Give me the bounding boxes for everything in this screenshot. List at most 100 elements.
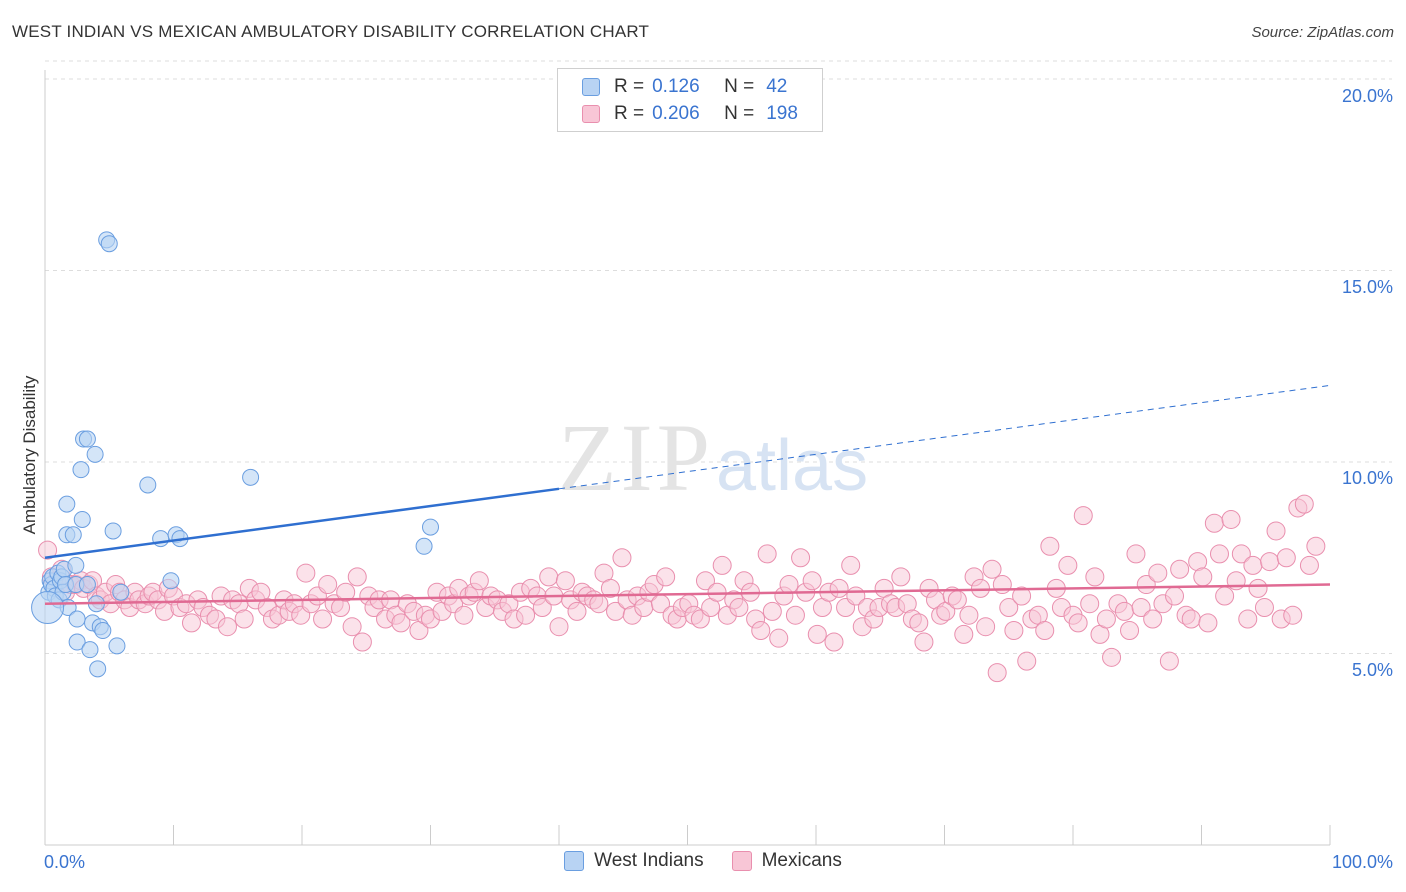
blue-swatch-icon	[564, 851, 585, 871]
mexicans-point	[342, 617, 362, 637]
mexicans-point	[549, 617, 569, 637]
mexicans-point	[1276, 548, 1296, 568]
blue-swatch-icon	[582, 78, 600, 96]
mexicans-point	[1294, 494, 1314, 514]
mexicans-point	[217, 617, 237, 637]
mexicans-point	[729, 598, 749, 618]
mexicans-point	[891, 567, 911, 587]
n-value: 198	[766, 103, 798, 124]
source-label: Source: ZipAtlas.com	[1251, 24, 1394, 41]
mexicans-point	[982, 559, 1002, 579]
mexicans-point	[909, 613, 929, 633]
y-tick-label: 10.0%	[1341, 468, 1393, 488]
mexicans-point	[454, 605, 474, 625]
mexicans-point	[1238, 609, 1258, 629]
west-indians-point	[86, 445, 104, 463]
mexicans-point	[976, 617, 996, 637]
legend-label: West Indians	[594, 850, 704, 871]
mexicans-point	[1073, 506, 1093, 526]
mexicans-point	[38, 540, 58, 560]
n-label: N =	[724, 76, 755, 97]
mexicans-point	[1040, 536, 1060, 556]
mexicans-point	[1102, 647, 1122, 667]
mexicans-point	[802, 571, 822, 591]
west-indians-point	[81, 641, 99, 659]
mexicans-point	[589, 594, 609, 614]
west-indians-point	[68, 610, 86, 628]
mexicans-point	[234, 609, 254, 629]
west-indians-point	[31, 591, 65, 625]
mexicans-point	[318, 575, 338, 595]
mexicans-point	[841, 555, 861, 575]
mexicans-point	[567, 601, 587, 621]
mexicans-point	[785, 605, 805, 625]
west-indians-trend-extension	[558, 384, 1331, 490]
y-tick-label: 20.0%	[1341, 86, 1393, 106]
west-indians-points	[31, 231, 439, 678]
mexicans-point	[947, 590, 967, 610]
chart-title: WEST INDIAN VS MEXICAN AMBULATORY DISABI…	[12, 22, 650, 41]
west-indians-point	[242, 468, 260, 486]
mexicans-point	[829, 578, 849, 598]
r-value: 0.206	[652, 103, 700, 124]
mexicans-point	[1254, 598, 1274, 618]
mexicans-point	[757, 544, 777, 564]
west-indians-point	[139, 476, 157, 494]
mexicans-point	[1058, 555, 1078, 575]
mexicans-point	[1248, 578, 1268, 598]
mexicans-point	[181, 613, 201, 633]
y-tick-label: 15.0%	[1341, 277, 1393, 297]
mexicans-point	[1209, 544, 1229, 564]
n-value: 42	[766, 76, 788, 97]
x-tick-label-min: 0.0%	[44, 852, 86, 872]
mexicans-point	[352, 632, 372, 652]
mexicans-point	[751, 621, 771, 641]
mexicans-point	[391, 613, 411, 633]
west-indians-point	[67, 556, 85, 574]
mexicans-point	[1193, 567, 1213, 587]
west-indians-point	[73, 510, 91, 528]
west-indians-point	[112, 583, 130, 601]
r-value: 0.126	[652, 76, 700, 97]
mexicans-point	[824, 632, 844, 652]
legend-item-mexicans[interactable]: Mexicans	[731, 850, 842, 872]
r-label: R =	[614, 103, 645, 124]
r-label: R =	[614, 76, 645, 97]
mexicans-point	[1221, 509, 1241, 529]
mexicans-point	[695, 571, 715, 591]
mexicans-point	[347, 567, 367, 587]
west-indians-point	[162, 572, 180, 590]
mexicans-point	[516, 605, 536, 625]
watermark-atlas: atlas	[716, 426, 868, 506]
west-indians-point	[89, 660, 107, 678]
mexicans-point	[555, 571, 575, 591]
mexicans-point	[1085, 567, 1105, 587]
mexicans-point	[296, 563, 316, 583]
watermark: ZIP atlas	[558, 404, 868, 511]
mexicans-point	[807, 624, 827, 644]
mexicans-point	[1204, 513, 1224, 533]
west-indians-point	[108, 637, 126, 655]
legend-item-west-indians[interactable]: West Indians	[564, 850, 704, 872]
west-indians-point	[58, 495, 76, 513]
mexicans-point	[1266, 521, 1286, 541]
mexicans-point	[1114, 601, 1134, 621]
mexicans-point	[1215, 586, 1235, 606]
legend-row-west-indians: R = 0.126 N = 42	[582, 75, 787, 99]
west-indians-point	[72, 461, 90, 479]
series-legend: West Indians Mexicans	[0, 850, 1406, 872]
mexicans-trend-line	[44, 583, 1331, 605]
pink-swatch-icon	[731, 851, 752, 871]
axes	[44, 70, 1331, 846]
mexicans-point	[987, 663, 1007, 683]
mexicans-point	[1181, 609, 1201, 629]
west-indians-point	[94, 622, 112, 640]
mexicans-point	[959, 605, 979, 625]
mexicans-point	[1126, 544, 1146, 564]
mexicans-point	[1017, 651, 1037, 671]
y-tick-label: 5.0%	[1351, 660, 1393, 680]
mexicans-point	[1068, 613, 1088, 633]
mexicans-point	[1165, 586, 1185, 606]
mexicans-point	[1148, 563, 1168, 583]
